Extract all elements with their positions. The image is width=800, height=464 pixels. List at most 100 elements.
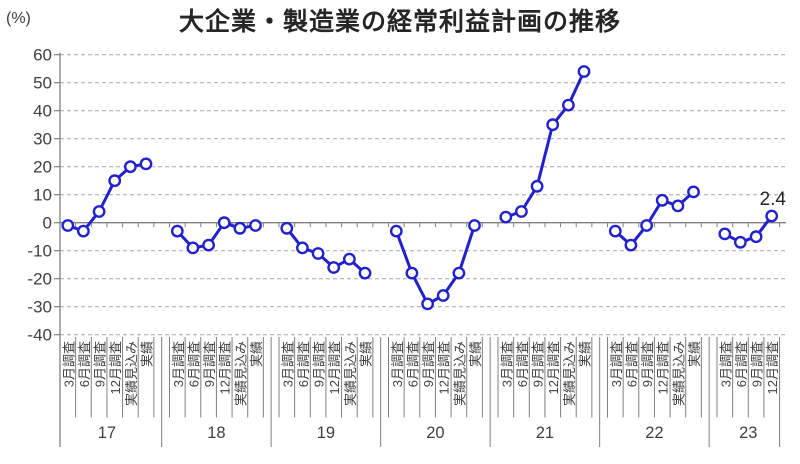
data-point <box>624 238 638 252</box>
x-axis-label: 実績見込み <box>452 341 467 406</box>
data-point <box>687 185 700 199</box>
year-label: 19 <box>317 424 335 442</box>
series-line <box>504 70 586 219</box>
x-axis-label: 9月調査 <box>202 341 217 387</box>
data-point <box>530 179 544 193</box>
x-axis-label: 12月調査 <box>437 341 452 394</box>
data-point <box>577 65 591 78</box>
x-axis-label: 3月調査 <box>609 341 624 387</box>
data-point <box>280 221 294 235</box>
last-value-annotation: 2.4 <box>759 189 786 210</box>
x-axis-label: 9月調査 <box>312 341 327 387</box>
x-axis-label: 6月調査 <box>77 341 92 387</box>
data-point <box>342 252 356 266</box>
x-axis-label: 実績見込み <box>343 341 358 406</box>
data-point <box>671 199 685 213</box>
x-axis-label: 3月調査 <box>280 341 295 387</box>
data-point <box>655 193 669 207</box>
x-axis-label: 6月調査 <box>296 341 311 387</box>
x-axis-label: 実績 <box>249 341 264 367</box>
x-axis-label: 実績見込み <box>233 341 248 406</box>
data-point <box>389 224 403 238</box>
data-point <box>139 157 153 171</box>
data-point <box>327 261 341 274</box>
x-axis-label: 9月調査 <box>640 341 655 387</box>
x-axis-label: 12月調査 <box>218 341 233 394</box>
x-axis-label: 3月調査 <box>499 341 514 387</box>
data-point <box>452 266 466 280</box>
year-label: 17 <box>98 424 116 442</box>
x-axis-label: 実績 <box>468 341 483 367</box>
x-axis-label: 12月調査 <box>108 341 123 394</box>
data-point <box>608 224 622 238</box>
x-axis-label: 9月調査 <box>531 341 546 387</box>
x-axis-label: 12月調査 <box>546 341 561 394</box>
data-point <box>249 219 262 232</box>
x-axis-label: 6月調査 <box>624 341 639 387</box>
data-point <box>546 118 560 132</box>
x-axis-label: 3月調査 <box>390 341 405 387</box>
y-tick-label: 30 <box>33 130 52 149</box>
data-point <box>358 266 372 280</box>
year-label: 23 <box>739 424 757 442</box>
chart-title: 大企業・製造業の経常利益計画の推移 <box>178 8 621 36</box>
y-tick-label: 60 <box>33 46 52 65</box>
year-label: 21 <box>536 424 554 442</box>
data-point <box>92 205 106 218</box>
data-point <box>749 230 763 244</box>
data-point <box>108 174 122 188</box>
x-axis-label: 3月調査 <box>171 341 186 387</box>
data-point <box>468 219 481 232</box>
data-point <box>562 98 575 112</box>
y-tick-label: -20 <box>27 270 52 289</box>
y-tick-label: -30 <box>27 298 52 317</box>
data-point <box>186 241 200 255</box>
data-point <box>295 241 309 255</box>
x-axis-label: 実績見込み <box>671 341 686 406</box>
y-tick-label: 10 <box>33 186 52 205</box>
data-point <box>436 289 450 302</box>
y-tick-label: -10 <box>27 242 52 261</box>
x-axis-label: 12月調査 <box>765 341 780 394</box>
series-line <box>66 162 148 233</box>
x-axis-label: 6月調査 <box>405 341 420 387</box>
data-point <box>734 235 747 249</box>
data-point <box>217 216 231 230</box>
y-tick-label: 40 <box>33 102 52 121</box>
data-point <box>515 205 528 218</box>
x-axis-label: 9月調査 <box>421 341 436 387</box>
y-tick-label: 0 <box>43 214 52 233</box>
x-axis-label: 実績見込み <box>124 341 139 406</box>
x-axis-label: 6月調査 <box>515 341 530 387</box>
data-point <box>170 224 184 238</box>
series-line <box>394 224 476 306</box>
data-point <box>405 266 419 280</box>
data-point <box>718 227 732 241</box>
x-axis-label: 6月調査 <box>186 341 201 387</box>
series-line <box>613 190 695 247</box>
series-line <box>723 214 774 244</box>
x-axis-label: 実績 <box>140 341 155 367</box>
data-point <box>233 221 247 235</box>
data-point <box>421 297 434 311</box>
x-axis-label: 3月調査 <box>61 341 76 387</box>
x-axis-label: 3月調査 <box>718 341 733 387</box>
x-axis-label: 6月調査 <box>734 341 749 387</box>
x-axis-label: 12月調査 <box>327 341 342 394</box>
x-axis-label: 実績見込み <box>562 341 577 406</box>
x-axis-label: 9月調査 <box>93 341 108 387</box>
x-axis-label: 実績 <box>359 341 374 367</box>
y-axis-unit-label: (%) <box>6 10 31 27</box>
data-point <box>640 219 653 232</box>
x-axis-label: 実績 <box>578 341 593 367</box>
year-label: 18 <box>207 424 225 442</box>
data-point <box>311 247 325 260</box>
year-label: 20 <box>426 424 444 442</box>
y-tick-label: 50 <box>33 74 52 93</box>
data-point <box>77 224 90 238</box>
data-point <box>123 160 137 174</box>
x-axis-label: 9月調査 <box>750 341 765 387</box>
data-point <box>499 210 513 224</box>
